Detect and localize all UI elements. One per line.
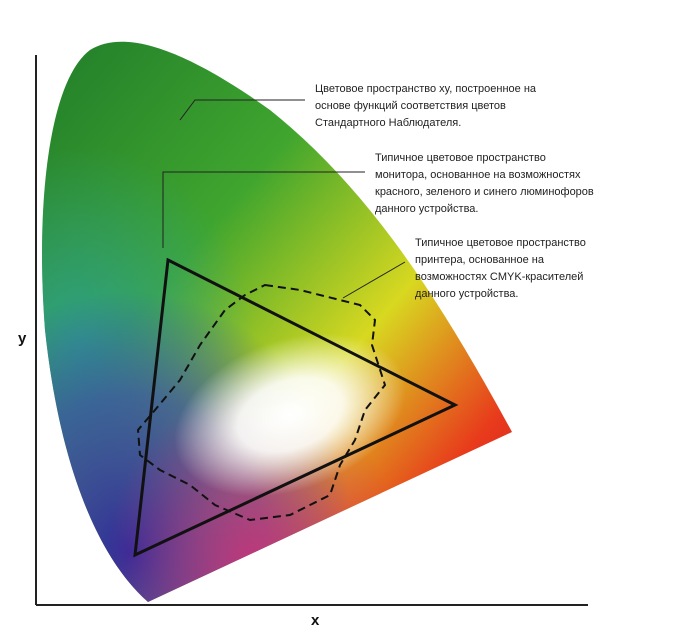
monitor-gamut — [133, 257, 459, 558]
annotation-line: красного, зеленого и синего люминофоров — [375, 186, 594, 198]
y-axis-label: y — [18, 330, 27, 347]
annotation-line: основе функций соответствия цветов — [315, 100, 506, 112]
annotation-line: возможностях CMYK-красителей — [415, 271, 583, 283]
annotation-line: данного устройства. — [375, 203, 478, 215]
annotation-line: данного устройства. — [415, 288, 518, 300]
annotations: Цветовое пространство xy, построенное на… — [315, 83, 594, 300]
annotation-line: Стандартного Наблюдателя. — [315, 117, 461, 129]
annotation-line: Цветовое пространство xy, построенное на — [315, 83, 537, 95]
leader-line — [179, 99, 305, 121]
leader-line — [342, 261, 406, 299]
annotation-line: Типичное цветовое пространство — [415, 237, 586, 249]
x-axis-label: x — [311, 612, 320, 629]
annotation-line: Типичное цветовое пространство — [375, 152, 546, 164]
annotation-line: монитора, основанное на возможностях — [375, 169, 581, 181]
leader-line — [162, 171, 365, 248]
annotation-line: принтера, основанное на — [415, 254, 545, 266]
